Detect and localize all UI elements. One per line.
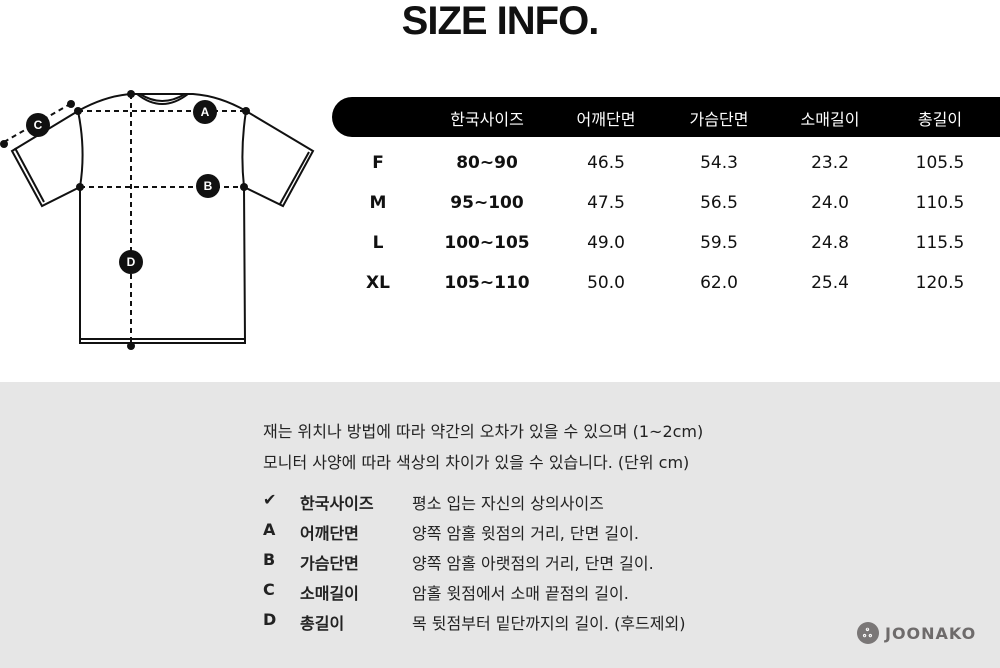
header-korean-size: 한국사이즈 — [450, 110, 524, 129]
table-cell: 80~90 — [456, 153, 518, 173]
table-cell: 115.5 — [915, 233, 965, 253]
size-label: L — [372, 233, 384, 253]
brand-name: JOONAKO — [885, 623, 977, 643]
legend-desc: 평소 입는 자신의 상의사이즈 — [412, 494, 604, 513]
legend-term: 한국사이즈 — [300, 494, 374, 513]
table-cell: 50.0 — [587, 273, 625, 293]
table-cell: 95~100 — [450, 193, 524, 213]
legend-key: D — [263, 610, 277, 629]
size-label: M — [369, 193, 387, 213]
page-title: SIZE INFO. — [401, 0, 600, 43]
legend-term: 가슴단면 — [300, 554, 359, 573]
header-shoulder: 어깨단면 — [576, 110, 636, 129]
marker-a — [193, 100, 217, 124]
svg-text:B: B — [204, 179, 213, 193]
size-label: F — [372, 153, 384, 173]
legend-term: 소매길이 — [300, 584, 359, 603]
table-cell: 23.2 — [811, 153, 849, 173]
table-cell: 120.5 — [915, 273, 965, 293]
header-length: 총길이 — [917, 110, 963, 129]
note-line: 재는 위치나 방법에 따라 약간의 오차가 있을 수 있으며 (1~2cm) — [263, 422, 704, 441]
table-cell: 24.8 — [811, 233, 849, 253]
table-cell: 105.5 — [915, 153, 965, 173]
legend-key: ✔ — [263, 490, 277, 509]
header-sleeve: 소매길이 — [800, 110, 860, 129]
legend-term: 총길이 — [300, 614, 345, 633]
svg-text:D: D — [127, 255, 136, 269]
table-cell: 25.4 — [811, 273, 849, 293]
tshirt-diagram: A B C D — [0, 90, 315, 350]
table-cell: 105~110 — [444, 273, 530, 293]
legend-desc: 목 뒷점부터 밑단까지의 길이. (후드제외) — [412, 614, 686, 633]
table-cell: 24.0 — [811, 193, 849, 213]
legend-desc: 양쪽 암홀 윗점의 거리, 단면 길이. — [412, 524, 639, 543]
table-cell: 62.0 — [700, 273, 738, 293]
legend-desc: 암홀 윗점에서 소매 끝점의 길이. — [412, 584, 629, 603]
legend-key: B — [263, 550, 276, 569]
table-cell: 54.3 — [700, 153, 738, 173]
marker-d — [119, 250, 143, 274]
legend-key: C — [263, 580, 275, 599]
legend-desc: 양쪽 암홀 아랫점의 거리, 단면 길이. — [412, 554, 654, 573]
svg-text:A: A — [201, 105, 210, 119]
table-cell: 59.5 — [700, 233, 738, 253]
marker-c — [26, 113, 50, 137]
knot-icon: ஃ — [857, 622, 879, 644]
brand-logo: ஃ JOONAKO — [857, 622, 976, 644]
table-cell: 49.0 — [587, 233, 625, 253]
header-chest: 가슴단면 — [689, 110, 749, 129]
table-cell: 47.5 — [587, 193, 625, 213]
marker-b — [196, 174, 220, 198]
size-table-header: 한국사이즈 어깨단면 가슴단면 소매길이 총길이 — [332, 97, 1000, 137]
info-panel — [0, 382, 1000, 668]
table-cell: 46.5 — [587, 153, 625, 173]
table-cell: 100~105 — [444, 233, 530, 253]
legend-key: A — [263, 520, 276, 539]
table-cell: 110.5 — [915, 193, 965, 213]
legend-term: 어깨단면 — [300, 524, 359, 543]
svg-text:C: C — [34, 118, 43, 132]
note-line: 모니터 사양에 따라 색상의 차이가 있을 수 있습니다. (단위 cm) — [263, 453, 690, 472]
size-label: XL — [366, 273, 390, 293]
table-cell: 56.5 — [700, 193, 738, 213]
